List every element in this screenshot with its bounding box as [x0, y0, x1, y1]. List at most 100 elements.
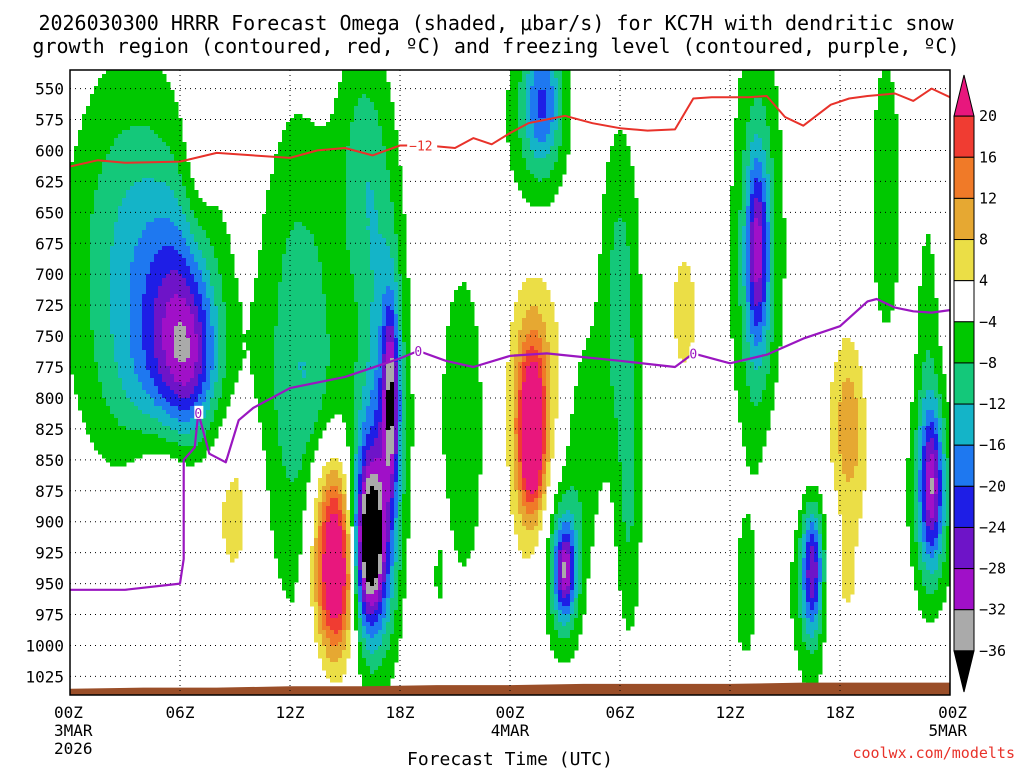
omega-cell — [94, 170, 99, 175]
omega-cell — [742, 178, 747, 183]
omega-cell — [874, 130, 879, 135]
omega-cell — [370, 194, 375, 199]
omega-cell — [310, 154, 315, 159]
omega-cell — [882, 182, 887, 187]
omega-cell — [198, 282, 203, 287]
omega-cell — [146, 154, 151, 159]
omega-cell — [362, 166, 367, 171]
omega-cell — [130, 102, 135, 107]
omega-cell — [362, 158, 367, 163]
omega-cell — [610, 178, 615, 183]
omega-cell — [746, 102, 751, 107]
omega-cell — [162, 246, 167, 251]
omega-cell — [118, 238, 123, 243]
omega-cell — [218, 258, 223, 263]
omega-cell — [382, 214, 387, 219]
omega-cell — [734, 226, 739, 231]
omega-cell — [530, 86, 535, 91]
omega-cell — [254, 278, 259, 283]
omega-cell — [86, 274, 91, 279]
omega-cell — [130, 166, 135, 171]
omega-cell — [178, 282, 183, 287]
omega-cell — [102, 142, 107, 147]
omega-cell — [758, 98, 763, 103]
omega-cell — [210, 210, 215, 215]
omega-cell — [298, 206, 303, 211]
omega-cell — [766, 70, 771, 75]
omega-cell — [366, 122, 371, 127]
omega-cell — [98, 110, 103, 115]
omega-cell — [742, 82, 747, 87]
omega-cell — [150, 242, 155, 247]
omega-cell — [262, 234, 267, 239]
omega-cell — [382, 242, 387, 247]
omega-cell — [138, 250, 143, 255]
omega-cell — [878, 222, 883, 227]
omega-cell — [110, 86, 115, 91]
omega-cell — [154, 202, 159, 207]
omega-cell — [350, 238, 355, 243]
omega-cell — [90, 202, 95, 207]
omega-cell — [190, 242, 195, 247]
omega-cell — [278, 170, 283, 175]
omega-cell — [162, 142, 167, 147]
omega-cell — [186, 206, 191, 211]
omega-cell — [74, 218, 79, 223]
omega-cell — [94, 242, 99, 247]
omega-cell — [538, 198, 543, 203]
omega-cell — [382, 102, 387, 107]
omega-cell — [602, 194, 607, 199]
omega-cell — [214, 258, 219, 263]
omega-cell — [310, 198, 315, 203]
omega-cell — [102, 150, 107, 155]
omega-cell — [746, 230, 751, 235]
omega-cell — [514, 98, 519, 103]
omega-cell — [142, 106, 147, 111]
omega-cell — [750, 146, 755, 151]
omega-cell — [286, 166, 291, 171]
omega-cell — [114, 158, 119, 163]
omega-cell — [878, 198, 883, 203]
omega-cell — [386, 94, 391, 99]
omega-cell — [170, 130, 175, 135]
omega-cell — [762, 198, 767, 203]
omega-cell — [882, 250, 887, 255]
omega-cell — [142, 234, 147, 239]
omega-cell — [754, 278, 759, 283]
omega-cell — [314, 214, 319, 219]
omega-cell — [546, 150, 551, 155]
omega-cell — [126, 210, 131, 215]
omega-cell — [742, 70, 747, 75]
omega-cell — [278, 258, 283, 263]
omega-cell — [366, 126, 371, 131]
omega-cell — [126, 158, 131, 163]
omega-cell — [370, 214, 375, 219]
omega-cell — [754, 266, 759, 271]
omega-cell — [154, 126, 159, 131]
omega-cell — [366, 114, 371, 119]
omega-cell — [394, 258, 399, 263]
omega-cell — [294, 130, 299, 135]
omega-cell — [550, 114, 555, 119]
omega-cell — [142, 98, 147, 103]
omega-cell — [362, 238, 367, 243]
omega-cell — [130, 134, 135, 139]
omega-cell — [382, 82, 387, 87]
omega-cell — [778, 258, 783, 263]
omega-cell — [770, 90, 775, 95]
omega-cell — [346, 122, 351, 127]
omega-cell — [334, 102, 339, 107]
omega-cell — [118, 118, 123, 123]
omega-cell — [106, 130, 111, 135]
omega-cell — [878, 162, 883, 167]
omega-cell — [94, 278, 99, 283]
omega-cell — [130, 118, 135, 123]
omega-cell — [142, 278, 147, 283]
omega-cell — [106, 82, 111, 87]
omega-cell — [630, 270, 635, 275]
omega-cell — [82, 230, 87, 235]
omega-cell — [138, 234, 143, 239]
omega-cell — [514, 94, 519, 99]
omega-cell — [886, 166, 891, 171]
omega-cell — [378, 110, 383, 115]
